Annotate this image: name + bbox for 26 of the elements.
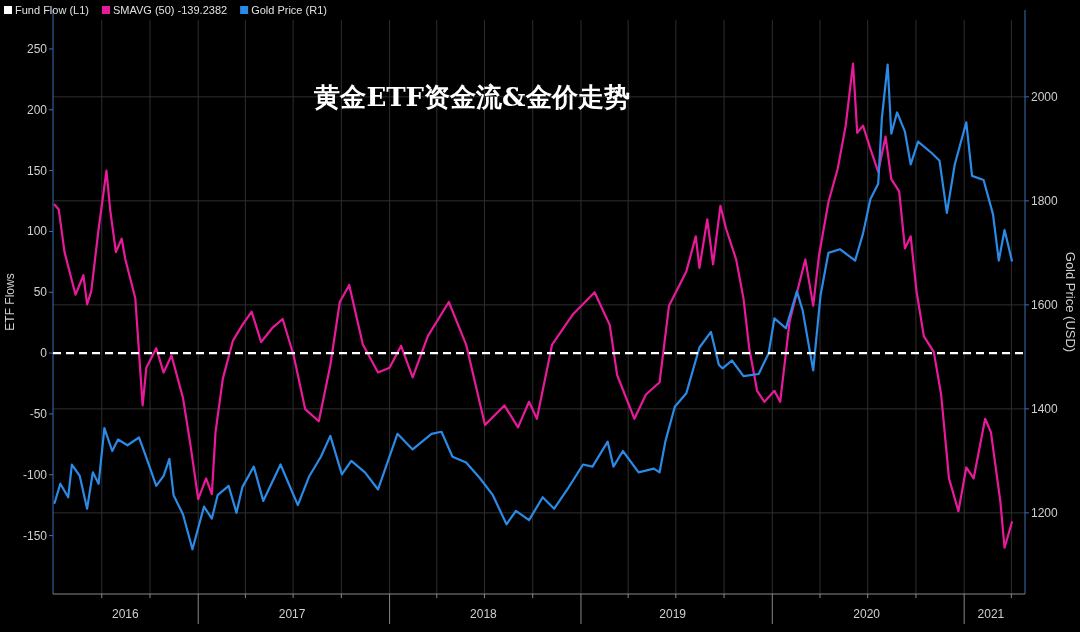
x-tick-label: 2019 [659, 607, 687, 621]
x-tick-label: 2016 [112, 607, 140, 621]
y-tick-label: 50 [33, 285, 48, 300]
y-axis-title: ETF Flows [3, 273, 17, 331]
legend-label: SMAVG (50) -139.2382 [112, 4, 228, 16]
y-tick-label: 0 [40, 346, 48, 361]
y2-tick-label: 1400 [1031, 401, 1059, 416]
y-tick-label: 150 [26, 163, 48, 178]
y2-tick-label: 1800 [1031, 193, 1059, 208]
x-tick-label: 2018 [470, 607, 498, 621]
text: 黄金ETF资金流&金价走势 [313, 82, 630, 112]
y-tick-label: -150 [22, 528, 48, 543]
y2-tick-label: 1200 [1031, 505, 1059, 520]
x-tick-label: 2020 [853, 607, 881, 621]
y-tick-label: 100 [26, 224, 48, 239]
annotation: Fund Flow (L1) [15, 4, 89, 16]
legend-label: Gold Price (R1) [251, 4, 327, 16]
y-tick-label: 250 [26, 41, 48, 56]
y-tick-label: 200 [26, 102, 48, 117]
y-tick-label: -100 [22, 467, 48, 482]
y2-tick-label: 1600 [1031, 297, 1059, 312]
x-tick-label: 2017 [278, 607, 306, 621]
y2-axis-title: Gold Price (USD) [1063, 251, 1078, 353]
y-tick-label: -50 [29, 406, 48, 421]
x-tick-label: 2021 [977, 607, 1005, 621]
y2-tick-label: 2000 [1031, 89, 1059, 104]
